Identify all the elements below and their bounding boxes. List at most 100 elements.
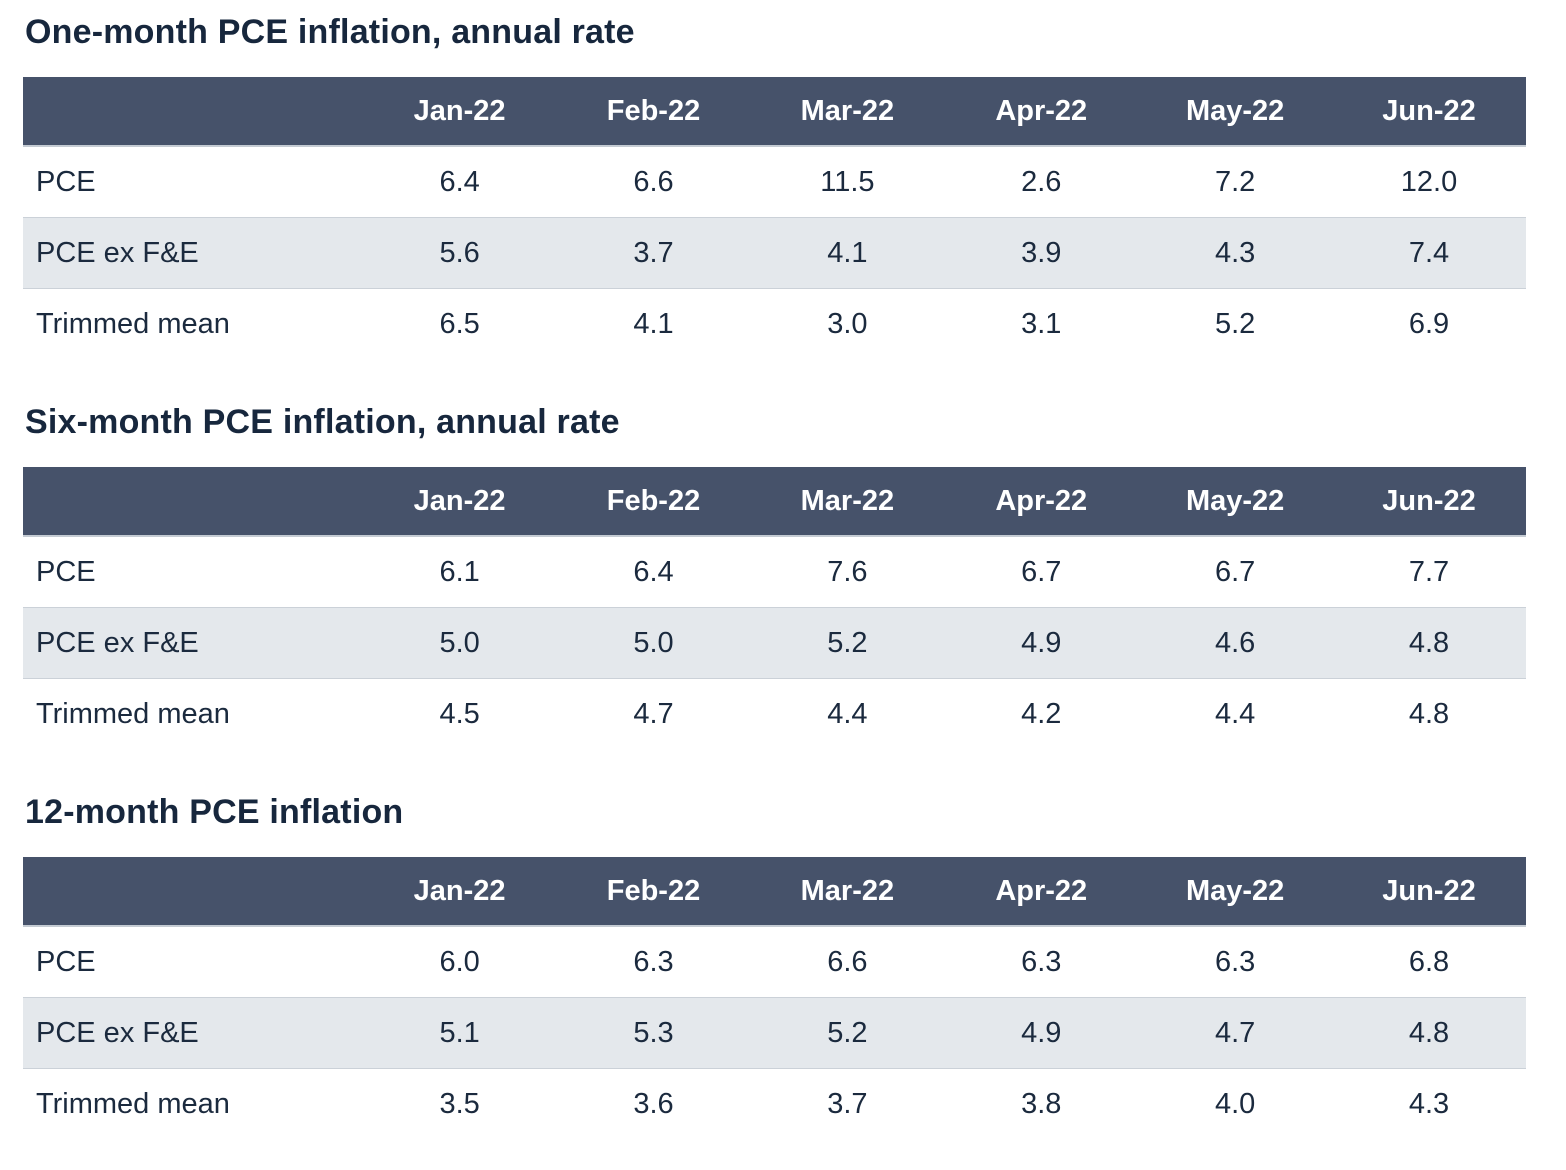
value-cell: 5.0 [556, 607, 751, 680]
row-label: PCE [23, 926, 363, 998]
row-label-header [23, 77, 363, 148]
month-header: Feb-22 [556, 857, 751, 928]
value-cell: 4.8 [1332, 607, 1526, 680]
table-header-row: Jan-22 Feb-22 Mar-22 Apr-22 May-22 Jun-22 [23, 857, 1526, 928]
value-cell: 3.9 [944, 217, 1139, 290]
table-row: PCE 6.0 6.3 6.6 6.3 6.3 6.8 [23, 926, 1526, 998]
month-header: Mar-22 [750, 77, 945, 148]
value-cell: 5.3 [556, 997, 751, 1070]
value-cell: 4.3 [1138, 217, 1333, 290]
value-cell: 4.5 [362, 678, 557, 750]
row-label: Trimmed mean [23, 1068, 363, 1140]
month-header: May-22 [1138, 857, 1333, 928]
table-row: PCE ex F&E 5.0 5.0 5.2 4.9 4.6 4.8 [23, 607, 1526, 680]
value-cell: 6.5 [362, 288, 557, 360]
data-table: Jan-22 Feb-22 Mar-22 Apr-22 May-22 Jun-22 PCE 6… [23, 467, 1526, 750]
value-cell: 6.3 [556, 926, 751, 998]
value-cell: 3.7 [556, 217, 751, 290]
table-head: Jan-22 Feb-22 Mar-22 Apr-22 May-22 Jun-22 [23, 77, 1526, 148]
value-cell: 4.9 [944, 607, 1139, 680]
value-cell: 7.7 [1332, 536, 1526, 608]
month-header: Apr-22 [944, 77, 1139, 148]
month-header: Mar-22 [750, 857, 945, 928]
month-header: Jun-22 [1332, 467, 1526, 538]
value-cell: 5.0 [362, 607, 557, 680]
value-cell: 6.6 [750, 926, 945, 998]
row-label: PCE [23, 146, 363, 218]
value-cell: 3.6 [556, 1068, 751, 1140]
table-title: One-month PCE inflation, annual rate [25, 13, 635, 51]
table-row: PCE ex F&E 5.1 5.3 5.2 4.9 4.7 4.8 [23, 997, 1526, 1070]
row-label: PCE ex F&E [23, 217, 363, 290]
month-header: Jun-22 [1332, 77, 1526, 148]
value-cell: 6.3 [1138, 926, 1333, 998]
value-cell: 5.2 [750, 997, 945, 1070]
month-header: Mar-22 [750, 467, 945, 538]
value-cell: 12.0 [1332, 146, 1526, 218]
value-cell: 3.0 [750, 288, 945, 360]
data-table: Jan-22 Feb-22 Mar-22 Apr-22 May-22 Jun-22 PCE 6… [23, 857, 1526, 1140]
table-row: Trimmed mean 3.5 3.6 3.7 3.8 4.0 4.3 [23, 1068, 1526, 1140]
value-cell: 4.4 [1138, 678, 1333, 750]
table-section: 12-month PCE inflation Jan-22 Feb-22 Mar-22… [23, 792, 1526, 1140]
table-head: Jan-22 Feb-22 Mar-22 Apr-22 May-22 Jun-22 [23, 467, 1526, 538]
value-cell: 6.7 [1138, 536, 1333, 608]
value-cell: 4.1 [750, 217, 945, 290]
value-cell: 4.3 [1332, 1068, 1526, 1140]
value-cell: 6.7 [944, 536, 1139, 608]
value-cell: 4.6 [1138, 607, 1333, 680]
value-cell: 4.7 [556, 678, 751, 750]
value-cell: 3.8 [944, 1068, 1139, 1140]
value-cell: 6.6 [556, 146, 751, 218]
value-cell: 11.5 [750, 146, 945, 218]
table-row: PCE 6.4 6.6 11.5 2.6 7.2 12.0 [23, 146, 1526, 218]
row-label: PCE ex F&E [23, 997, 363, 1070]
month-header: Apr-22 [944, 857, 1139, 928]
table-body: PCE 6.0 6.3 6.6 6.3 6.3 6.8 PCE ex F&E 5.1 5.3 5.2… [23, 926, 1526, 1140]
month-header: Jan-22 [362, 467, 557, 538]
value-cell: 3.1 [944, 288, 1139, 360]
value-cell: 4.0 [1138, 1068, 1333, 1140]
table-body: PCE 6.4 6.6 11.5 2.6 7.2 12.0 PCE ex F&E 5.6 3.7 4… [23, 146, 1526, 360]
value-cell: 4.4 [750, 678, 945, 750]
value-cell: 7.6 [750, 536, 945, 608]
value-cell: 6.4 [362, 146, 557, 218]
value-cell: 6.1 [362, 536, 557, 608]
month-header: Jan-22 [362, 77, 557, 148]
table-title: Six-month PCE inflation, annual rate [25, 403, 620, 442]
table-head: Jan-22 Feb-22 Mar-22 Apr-22 May-22 Jun-22 [23, 857, 1526, 928]
value-cell: 4.8 [1332, 678, 1526, 750]
table-section: Six-month PCE inflation, annual rate Jan-… [23, 402, 1526, 750]
table-row: Trimmed mean 4.5 4.7 4.4 4.2 4.4 4.8 [23, 678, 1526, 750]
month-header: Apr-22 [944, 467, 1139, 538]
value-cell: 3.5 [362, 1068, 557, 1140]
month-header: May-22 [1138, 467, 1333, 538]
table-row: PCE ex F&E 5.6 3.7 4.1 3.9 4.3 7.4 [23, 217, 1526, 290]
value-cell: 3.7 [750, 1068, 945, 1140]
value-cell: 2.6 [944, 146, 1139, 218]
table-header-row: Jan-22 Feb-22 Mar-22 Apr-22 May-22 Jun-22 [23, 467, 1526, 538]
month-header: Jun-22 [1332, 857, 1526, 928]
table-row: PCE 6.1 6.4 7.6 6.7 6.7 7.7 [23, 536, 1526, 608]
value-cell: 5.1 [362, 997, 557, 1070]
row-label: PCE ex F&E [23, 607, 363, 680]
value-cell: 5.6 [362, 217, 557, 290]
row-label: Trimmed mean [23, 678, 363, 750]
row-label-header [23, 857, 363, 928]
value-cell: 7.4 [1332, 217, 1526, 290]
month-header: May-22 [1138, 77, 1333, 148]
value-cell: 6.8 [1332, 926, 1526, 998]
value-cell: 4.1 [556, 288, 751, 360]
row-label: PCE [23, 536, 363, 608]
table-title: 12-month PCE inflation [25, 793, 404, 832]
value-cell: 7.2 [1138, 146, 1333, 218]
value-cell: 4.2 [944, 678, 1139, 750]
value-cell: 6.9 [1332, 288, 1526, 360]
value-cell: 4.9 [944, 997, 1139, 1070]
row-label: Trimmed mean [23, 288, 363, 360]
value-cell: 5.2 [750, 607, 945, 680]
value-cell: 4.7 [1138, 997, 1333, 1070]
table-section: One-month PCE inflation, annual rate Jan-… [23, 12, 1526, 360]
table-header-row: Jan-22 Feb-22 Mar-22 Apr-22 May-22 Jun-22 [23, 77, 1526, 148]
table-row: Trimmed mean 6.5 4.1 3.0 3.1 5.2 6.9 [23, 288, 1526, 360]
